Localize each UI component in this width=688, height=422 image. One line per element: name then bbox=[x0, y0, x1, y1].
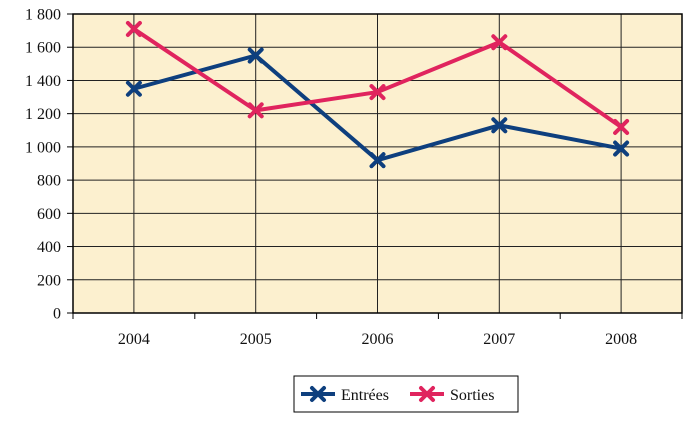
legend-marker bbox=[310, 386, 326, 402]
y-tick-label: 1 800 bbox=[25, 7, 61, 24]
series-1 bbox=[125, 47, 630, 169]
marker-stroke bbox=[369, 152, 386, 169]
y-tick-label: 1 600 bbox=[25, 40, 61, 57]
marker-stroke bbox=[491, 117, 508, 134]
data-point bbox=[247, 47, 264, 64]
plot-frame bbox=[72, 13, 683, 314]
data-point bbox=[247, 102, 264, 119]
x-tick-label: 2006 bbox=[362, 331, 394, 348]
data-point bbox=[125, 20, 142, 37]
marker-stroke bbox=[369, 84, 386, 101]
axes bbox=[72, 13, 683, 314]
x-tick-label: 2004 bbox=[118, 331, 150, 348]
y-tick-label: 200 bbox=[37, 272, 61, 289]
y-tick-label: 400 bbox=[37, 239, 61, 256]
legend-marker bbox=[419, 386, 435, 402]
data-point bbox=[491, 117, 508, 134]
marker-stroke bbox=[419, 386, 435, 402]
data-point bbox=[369, 152, 386, 169]
y-tick-label: 1 200 bbox=[25, 106, 61, 123]
marker-stroke bbox=[247, 102, 264, 119]
data-point bbox=[125, 80, 142, 97]
y-tick-label: 0 bbox=[53, 306, 61, 323]
legend-label: Sorties bbox=[450, 387, 494, 404]
marker-stroke bbox=[125, 20, 142, 37]
legend-entry-2: Sorties bbox=[410, 386, 494, 404]
legend-entry-1: Entrées bbox=[301, 386, 389, 404]
marker-stroke bbox=[247, 47, 264, 64]
y-tick-label: 1 000 bbox=[25, 139, 61, 156]
data-point bbox=[613, 140, 630, 157]
y-tick-label: 1 400 bbox=[25, 73, 61, 90]
marker-stroke bbox=[125, 80, 142, 97]
y-axis-ticks: 0 200 400 600 800 1 000 1 200 1 400 1 600 1 800 bbox=[25, 7, 73, 323]
data-point bbox=[613, 118, 630, 135]
x-tick-label: 2008 bbox=[605, 331, 637, 348]
series-2 bbox=[125, 20, 630, 135]
marker-stroke bbox=[491, 34, 508, 51]
y-tick-label: 600 bbox=[37, 206, 61, 223]
x-tick-label: 2005 bbox=[240, 331, 272, 348]
legend-label: Entrées bbox=[341, 387, 389, 404]
marker-stroke bbox=[613, 118, 630, 135]
x-axis-ticks: 2004 2005 2006 2007 2008 bbox=[72, 313, 683, 348]
legend: Entrées Sorties bbox=[293, 375, 519, 413]
series-layer bbox=[125, 20, 630, 169]
y-tick-label: 800 bbox=[37, 173, 61, 190]
marker-stroke bbox=[310, 386, 326, 402]
data-point bbox=[369, 84, 386, 101]
data-point bbox=[491, 34, 508, 51]
marker-stroke bbox=[613, 140, 630, 157]
x-tick-label: 2007 bbox=[483, 331, 515, 348]
